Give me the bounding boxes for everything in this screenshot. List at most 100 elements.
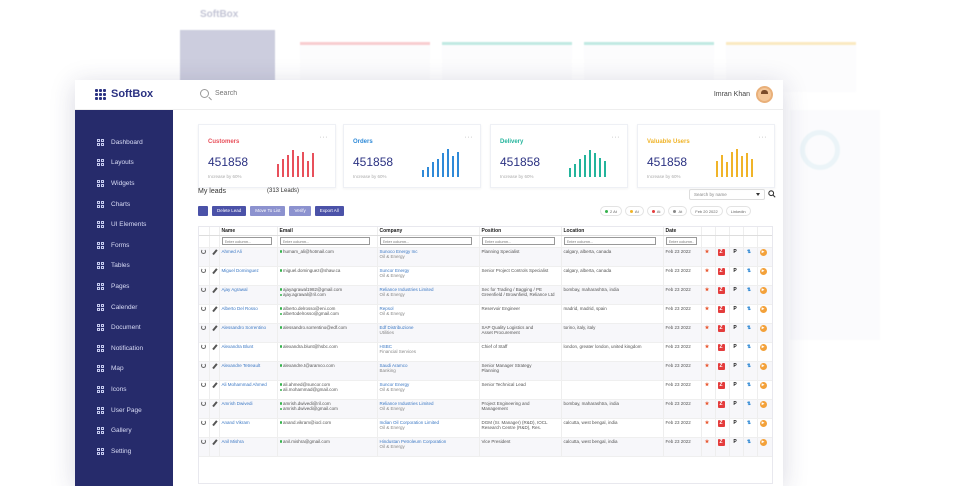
lead-email[interactable]: anil.mishra@gmail.com [283, 438, 330, 444]
refresh-icon[interactable] [201, 362, 206, 368]
lead-email[interactable]: miguel.dominguez@shaw.ca [283, 267, 341, 273]
export-icon[interactable]: ▸ [759, 305, 767, 313]
lead-name[interactable]: Alexandre Tetreault [221, 362, 261, 368]
zoho-icon[interactable]: Z [717, 362, 725, 370]
sidebar-item-ui-elements[interactable]: UI Elements [75, 214, 173, 235]
edit-icon[interactable] [211, 286, 217, 293]
sidebar-item-charts[interactable]: Charts [75, 194, 173, 215]
filter-chip[interactable]: Linkedin [725, 206, 751, 216]
table-row[interactable]: Amrish Dwivedi amrish.dwivedi@ril.com amri… [199, 399, 772, 419]
pipedrive-icon[interactable]: P [733, 438, 737, 445]
lead-email[interactable]: amrish.dwivedi@gmail.com [283, 406, 338, 412]
sync-icon[interactable]: ⇅ [746, 419, 752, 426]
export-icon[interactable]: ▸ [759, 267, 767, 275]
lead-email[interactable]: humam_ali@hotmail.com [283, 248, 334, 254]
hubspot-icon[interactable]: ★ [704, 324, 710, 331]
zoho-icon[interactable]: Z [717, 438, 725, 446]
verify-button[interactable]: Verify [289, 206, 311, 216]
export-icon[interactable]: ▸ [759, 362, 767, 370]
lead-name[interactable]: Amrish Dwivedi [221, 400, 253, 406]
lead-email[interactable]: alberto.delrosso@eni.com [283, 305, 336, 311]
column-filter-input[interactable] [379, 237, 472, 245]
column-filter-input[interactable] [481, 237, 555, 245]
sidebar-item-map[interactable]: Map [75, 359, 173, 380]
filter-chip[interactable]: Feb 20 2022 [690, 206, 723, 216]
sync-icon[interactable]: ⇅ [746, 305, 752, 312]
table-row[interactable]: Miguel Dominguez miguel.dominguez@shaw.ca… [199, 266, 772, 286]
pipedrive-icon[interactable]: P [733, 248, 737, 255]
filter-chip[interactable]: At [624, 206, 644, 216]
zoho-icon[interactable]: Z [717, 400, 725, 408]
column-filter-input[interactable] [279, 237, 370, 245]
search-input[interactable] [215, 90, 335, 97]
edit-icon[interactable] [211, 381, 217, 388]
pipedrive-icon[interactable]: P [733, 362, 737, 369]
company-name[interactable]: HSBC [379, 343, 393, 349]
table-row[interactable]: Alexandre Tetreault alexandre.t@aramco.co… [199, 361, 772, 381]
sidebar-item-tables[interactable]: Tables [75, 256, 173, 277]
table-row[interactable]: Ali Mohammad Ahmed ali.ahmed@suncor.com al… [199, 380, 772, 400]
lead-email[interactable]: alessandro.sorrentino@edf.com [283, 324, 347, 330]
lead-name[interactable]: Ali Mohammad Ahmed [221, 381, 267, 387]
zoho-icon[interactable]: Z [717, 343, 725, 351]
refresh-icon[interactable] [201, 324, 206, 330]
company-name[interactable]: Suncor Energy [379, 381, 410, 387]
export-icon[interactable]: ▸ [759, 286, 767, 294]
pipedrive-icon[interactable]: P [733, 381, 737, 388]
edit-icon[interactable] [211, 438, 217, 445]
more-icon[interactable]: ··· [319, 134, 328, 141]
lead-email[interactable]: ajay.agrawal@ril.com [283, 292, 326, 298]
lead-name[interactable]: Anil Mishra [221, 438, 244, 444]
search-icon[interactable] [200, 89, 209, 98]
lead-name[interactable]: Alberto Del Rosso [221, 305, 258, 311]
edit-icon[interactable] [211, 267, 217, 274]
company-name[interactable]: Suncor Energy [379, 267, 410, 273]
filter-chip[interactable]: At [668, 206, 688, 216]
edit-icon[interactable] [211, 419, 217, 426]
refresh-icon[interactable] [201, 343, 206, 349]
lead-email[interactable]: anand.vikram@iocl.com [283, 419, 332, 425]
company-name[interactable]: Indian Oil Corporation Limited [379, 419, 440, 425]
pipedrive-icon[interactable]: P [733, 267, 737, 274]
hubspot-icon[interactable]: ★ [704, 438, 710, 445]
company-name[interactable]: Repsol [379, 305, 394, 311]
leads-search-select[interactable]: Search by name [689, 189, 765, 200]
export-icon[interactable]: ▸ [759, 438, 767, 446]
pipedrive-icon[interactable]: P [733, 343, 737, 350]
company-name[interactable]: Edf Distribuzione [379, 324, 414, 330]
sync-icon[interactable]: ⇅ [746, 267, 752, 274]
export-icon[interactable]: ▸ [759, 248, 767, 256]
zoho-icon[interactable]: Z [717, 305, 725, 313]
refresh-icon[interactable] [201, 248, 206, 254]
lead-email[interactable]: alexandre.t@aramco.com [283, 362, 335, 368]
column-header[interactable]: Name [219, 227, 278, 236]
table-row[interactable]: Anand Vikram anand.vikram@iocl.com Indian … [199, 418, 772, 438]
logo[interactable]: SoftBox [95, 88, 153, 100]
sidebar-item-user-page[interactable]: User Page [75, 400, 173, 421]
sidebar-item-pages[interactable]: Pages [75, 276, 173, 297]
sync-icon[interactable]: ⇅ [746, 343, 752, 350]
company-name[interactable]: Reliance Industries Limited [379, 400, 434, 406]
table-row[interactable]: Ajay Agrawal ajayagrawal1982@gmail.com aja… [199, 285, 772, 305]
table-row[interactable]: Alessandro Sorrentino alessandro.sorrenti… [199, 323, 772, 343]
zoho-icon[interactable]: Z [717, 248, 725, 256]
sidebar-item-layouts[interactable]: Layouts [75, 153, 173, 174]
lead-name[interactable]: Alessandro Sorrentino [221, 324, 267, 330]
column-header[interactable]: Location [561, 227, 664, 236]
refresh-icon[interactable] [201, 419, 206, 425]
delete-lead-button[interactable]: Delete Lead [212, 206, 247, 216]
export-all-button[interactable]: Export All [314, 206, 344, 216]
export-icon[interactable]: ▸ [759, 324, 767, 332]
refresh-icon[interactable] [201, 286, 206, 292]
table-row[interactable]: Alexandra Blunt alexandra.blunt@hsbc.com H… [199, 342, 772, 362]
user-menu[interactable]: Imran Khan [714, 86, 773, 103]
export-icon[interactable]: ▸ [759, 381, 767, 389]
hubspot-icon[interactable]: ★ [704, 286, 710, 293]
pipedrive-icon[interactable]: P [733, 305, 737, 312]
sidebar-item-forms[interactable]: Forms [75, 235, 173, 256]
lead-email[interactable]: amrish.dwivedi@ril.com [283, 400, 331, 406]
select-all-button[interactable] [198, 206, 208, 216]
lead-email[interactable]: albertodelrosso@gmail.com [283, 311, 339, 317]
table-row[interactable]: Ahmed Ali humam_ali@hotmail.com Sunoco Ene… [199, 247, 772, 267]
sidebar-item-widgets[interactable]: Widgets [75, 173, 173, 194]
